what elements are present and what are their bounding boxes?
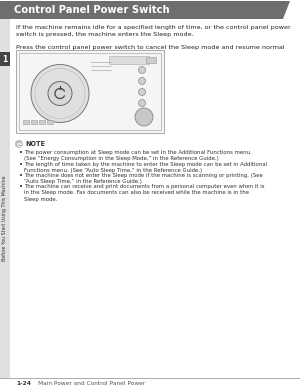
Text: If the machine remains idle for a specified length of time, or the control panel: If the machine remains idle for a specif… — [16, 25, 291, 37]
Circle shape — [31, 64, 89, 122]
Bar — [47, 120, 53, 124]
Circle shape — [48, 81, 72, 105]
Bar — [39, 120, 45, 124]
Bar — [23, 120, 29, 124]
Text: The power consumption at Sleep mode can be set in the Additional Functions menu.: The power consumption at Sleep mode can … — [24, 150, 252, 161]
Bar — [19, 53, 161, 130]
Circle shape — [139, 88, 145, 95]
Text: The machine can receive and print documents from a personal computer even when i: The machine can receive and print docume… — [24, 184, 265, 202]
Text: Control Panel Power Switch: Control Panel Power Switch — [14, 5, 169, 15]
Circle shape — [15, 140, 23, 148]
Text: Before You Start Using This Machine: Before You Start Using This Machine — [2, 176, 8, 261]
Text: 1: 1 — [2, 54, 8, 64]
Circle shape — [139, 66, 145, 73]
Text: The machine does not enter the Sleep mode if the machine is scanning or printing: The machine does not enter the Sleep mod… — [24, 173, 263, 185]
Bar — [0, 52, 10, 66]
Circle shape — [139, 110, 145, 117]
Bar — [20, 163, 22, 165]
Bar — [20, 185, 22, 187]
Text: 1-24: 1-24 — [16, 381, 31, 386]
Bar — [31, 120, 37, 124]
Bar — [109, 56, 149, 64]
Polygon shape — [270, 1, 290, 19]
Text: Main Power and Control Panel Power: Main Power and Control Panel Power — [38, 381, 145, 386]
Text: The length of time taken by the machine to enter the Sleep mode can be set in Ad: The length of time taken by the machine … — [24, 162, 267, 173]
Bar — [20, 174, 22, 176]
Text: NOTE: NOTE — [25, 141, 45, 147]
Circle shape — [135, 108, 153, 126]
Bar — [0, 1, 270, 19]
Bar — [0, 19, 10, 378]
Bar — [20, 151, 22, 153]
Bar — [16, 50, 164, 133]
Bar — [146, 57, 156, 63]
Circle shape — [139, 100, 145, 107]
Circle shape — [139, 78, 145, 85]
Text: Press the control panel power switch to cancel the Sleep mode and resume normal
: Press the control panel power switch to … — [16, 45, 285, 57]
